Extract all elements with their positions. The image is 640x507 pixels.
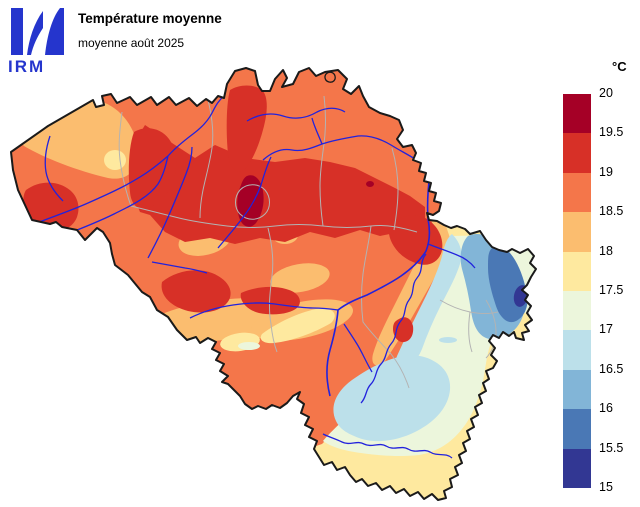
river-scheldt [61,95,225,237]
river-kempen [246,107,346,122]
river-yser [44,135,64,202]
river-senne [217,156,272,249]
river-nete [311,117,323,145]
band-16.5-17 [333,234,462,442]
river-dyle-demer [262,135,416,161]
irm-logo-text: IRM [8,57,46,76]
legend-band [563,291,591,331]
legend-unit-label: °C [612,59,627,74]
legend-band [563,330,591,370]
legend-band [563,172,591,213]
legend-band [563,212,591,252]
province-boundaries [118,95,499,389]
belgium-border [10,67,537,501]
legend-band [563,409,591,449]
river-meuse [326,173,431,397]
legend-band [563,133,591,173]
map-subtitle: moyenne août 2025 [78,36,185,50]
legend-band [563,369,591,410]
rivers [33,95,476,459]
river-vesdre [427,243,476,269]
legend-band [563,448,591,489]
map-title: Température moyenne [78,11,222,26]
band-19-19.5 [23,85,443,343]
irm-logo-mark [11,8,64,55]
band-19.5-20 [237,175,374,227]
river-lys [33,155,169,225]
legend-band [563,251,591,292]
river-haine [151,261,208,274]
legend-band [563,94,591,134]
baarle-hertog-exclave [324,71,336,83]
river-lesse [343,323,373,373]
river-sambre [189,302,339,319]
river-dender [147,146,193,259]
river-ourthe [360,253,427,404]
irm-logo: IRM [8,6,68,75]
river-semois [322,433,453,459]
legend-bar [563,94,591,489]
